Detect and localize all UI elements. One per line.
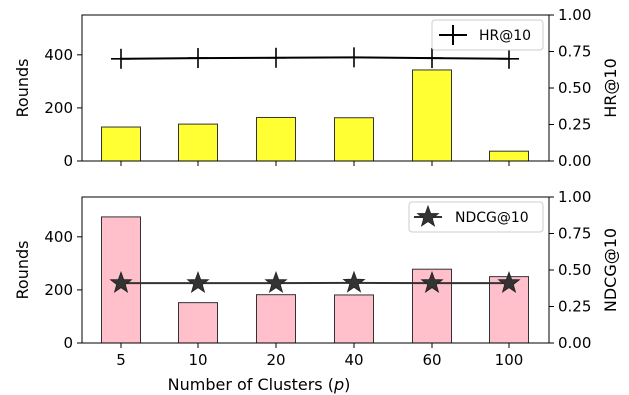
hr-left-tick-0: 0 (63, 152, 73, 170)
ndcg-x-ticks: 5 10 20 40 60 100 (116, 343, 523, 369)
ndcg-left-tick-0: 0 (63, 334, 73, 352)
ndcg-x-tick-100: 100 (495, 351, 524, 369)
ndcg-right-tick-0.25: 0.25 (558, 298, 591, 316)
hr-right-tick-1.00: 1.00 (558, 6, 591, 24)
hr-right-tick-0.50: 0.50 (558, 79, 591, 97)
ndcg-right-tick-1.00: 1.00 (558, 188, 591, 206)
ndcg-point-5 (109, 270, 133, 293)
hr-left-axis-label: Rounds (13, 59, 32, 118)
hr-bar-60 (412, 69, 452, 162)
ndcg-point-60 (420, 270, 444, 293)
ndcg-x-tick-5: 5 (116, 351, 126, 369)
ndcg-point-20 (264, 270, 288, 293)
x-axis-label-prefix: Number of Clusters ( (168, 375, 334, 394)
hr-point-60 (422, 48, 442, 69)
hr-legend-box (431, 19, 544, 51)
hr-right-axis-label: HR@10 (601, 58, 620, 118)
ndcg-x-tick-60: 60 (422, 351, 441, 369)
hr-bars (101, 69, 529, 162)
ndcg-bar-40 (334, 294, 374, 344)
ndcg-legend: NDCG@10 (408, 201, 544, 233)
hr-legend: HR@10 (431, 19, 544, 51)
ndcg-left-axis-label: Rounds (13, 241, 32, 300)
ndcg-legend-box (408, 201, 544, 233)
hr-right-tick-0.75: 0.75 (558, 43, 591, 61)
hr-left-tick-200: 200 (44, 99, 73, 117)
ndcg-x-tick-20: 20 (266, 351, 285, 369)
hr-right-tick-0.25: 0.25 (558, 116, 591, 134)
hr-bar-10 (178, 123, 218, 162)
hr-x-ticks (120, 161, 510, 166)
ndcg-left-tick-400: 400 (44, 228, 73, 246)
ndcg-legend-marker (416, 204, 440, 227)
x-axis-label: Number of Clusters (p) (168, 375, 351, 394)
ndcg-right-tick-0.00: 0.00 (558, 334, 591, 352)
hr-point-10 (188, 48, 208, 69)
ndcg-right-axis-label: NDCG@10 (601, 228, 620, 312)
hr-line-path (120, 56, 510, 60)
ndcg-panel: 0 200 400 0.00 0.25 0.50 0.75 1.00 5 10 20 40 60 10… (13, 188, 620, 369)
hr-legend-label: HR@10 (479, 28, 531, 44)
hr-point-5 (111, 48, 131, 69)
ndcg-bar-10 (178, 302, 218, 344)
hr-bar-40 (334, 117, 374, 162)
hr-left-ticks: 0 200 400 (44, 46, 82, 170)
ndcg-line (109, 270, 521, 293)
ndcg-point-40 (342, 270, 366, 293)
ndcg-right-tick-0.75: 0.75 (558, 225, 591, 243)
hr-bar-20 (256, 116, 296, 162)
ndcg-x-tick-10: 10 (188, 351, 207, 369)
hr-line (111, 47, 519, 69)
ndcg-bars (101, 216, 529, 344)
hr-left-tick-400: 400 (44, 46, 73, 64)
hr-bar-5 (101, 126, 141, 162)
ndcg-right-ticks: 0.00 0.25 0.50 0.75 1.00 (549, 188, 591, 352)
hr-right-tick-0.00: 0.00 (558, 152, 591, 170)
ndcg-bar-20 (256, 294, 296, 344)
hr-point-20 (266, 47, 286, 68)
ndcg-left-ticks: 0 200 400 (44, 228, 82, 352)
x-axis-label-suffix: ) (344, 375, 350, 394)
hr-bar-100 (489, 150, 529, 162)
ndcg-right-tick-0.50: 0.50 (558, 261, 591, 279)
ndcg-left-tick-200: 200 (44, 281, 73, 299)
x-axis-label-var: p (333, 375, 344, 394)
hr-right-ticks: 0.00 0.25 0.50 0.75 1.00 (549, 6, 591, 170)
hr-panel: 0 200 400 0.00 0.25 0.50 0.75 1.00 Rounds HR@1… (13, 6, 620, 170)
hr-point-40 (344, 47, 364, 68)
hr-point-100 (499, 48, 519, 69)
ndcg-legend-label: NDCG@10 (455, 210, 529, 226)
ndcg-point-100 (497, 270, 521, 293)
ndcg-point-10 (186, 270, 210, 293)
ndcg-x-tick-40: 40 (344, 351, 363, 369)
